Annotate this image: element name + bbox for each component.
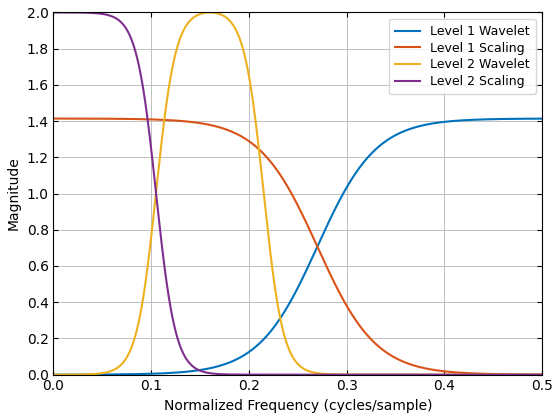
Level 2 Wavelet (343, 372, 350, 377)
Level 1 Scaling (237, 133, 244, 138)
Legend: Level 1 Wavelet, Level 1 Scaling, Level 2 Wavelet, Level 2 Scaling: Level 1 Wavelet, Level 1 Scaling, Level … (389, 19, 536, 94)
Level 1 Wavelet (368, 151, 375, 156)
Level 1 Scaling (368, 337, 375, 342)
Level 2 Scaling (512, 372, 519, 377)
Level 1 Scaling (343, 303, 350, 308)
Level 1 Wavelet (343, 185, 350, 190)
Line: Level 1 Wavelet: Level 1 Wavelet (54, 118, 542, 375)
Level 1 Wavelet (452, 118, 459, 123)
Level 2 Wavelet (539, 372, 545, 377)
Level 2 Scaling (539, 372, 545, 377)
Level 2 Scaling (50, 10, 57, 15)
Level 1 Scaling (139, 117, 146, 122)
Y-axis label: Magnitude: Magnitude (7, 157, 21, 231)
Level 2 Scaling (368, 372, 375, 377)
Level 2 Scaling (343, 372, 350, 377)
Level 2 Wavelet (237, 38, 244, 43)
Level 1 Scaling (415, 364, 422, 369)
Level 2 Wavelet (50, 372, 57, 377)
Level 1 Wavelet (50, 372, 57, 377)
Line: Level 2 Wavelet: Level 2 Wavelet (54, 13, 542, 375)
Level 1 Wavelet (237, 355, 244, 360)
Level 1 Scaling (50, 116, 57, 121)
Level 2 Wavelet (452, 372, 459, 377)
Level 2 Scaling (415, 372, 422, 377)
Line: Level 1 Scaling: Level 1 Scaling (54, 118, 542, 375)
Level 2 Wavelet (368, 372, 375, 377)
Level 1 Wavelet (539, 116, 545, 121)
Line: Level 2 Scaling: Level 2 Scaling (54, 13, 542, 375)
Level 2 Scaling (452, 372, 459, 377)
Level 2 Scaling (237, 372, 244, 377)
Level 1 Scaling (539, 372, 545, 377)
Level 1 Scaling (452, 370, 459, 375)
Level 2 Scaling (139, 81, 146, 86)
Level 1 Wavelet (415, 124, 422, 129)
Level 1 Wavelet (139, 371, 146, 376)
X-axis label: Normalized Frequency (cycles/sample): Normalized Frequency (cycles/sample) (164, 399, 432, 413)
Level 2 Wavelet (139, 301, 146, 306)
Level 2 Wavelet (207, 10, 213, 15)
Level 2 Wavelet (415, 372, 422, 377)
